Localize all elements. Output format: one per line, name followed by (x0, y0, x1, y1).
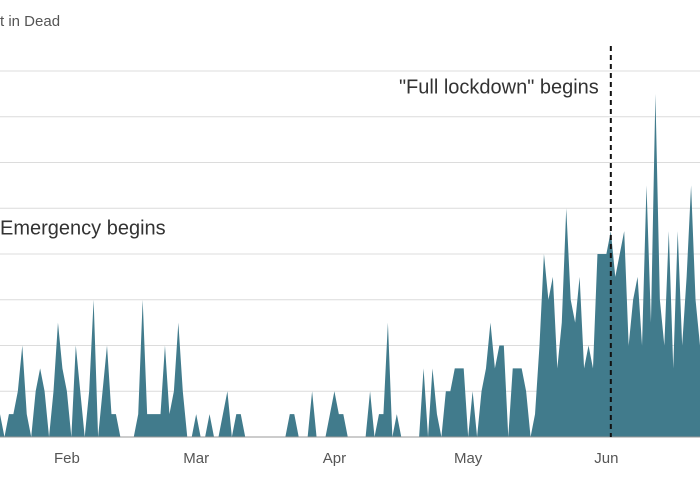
x-tick-label: May (454, 450, 483, 467)
annotation-label: Emergency begins (0, 217, 166, 239)
area (0, 93, 700, 437)
x-tick-label: Mar (183, 450, 209, 467)
x-tick-label: Feb (54, 450, 80, 467)
x-tick-label: Apr (323, 450, 346, 467)
annotation-label: "Full lockdown" begins (399, 76, 599, 98)
chart-title: t in Dead (0, 13, 60, 30)
x-tick-label: Jun (594, 450, 618, 467)
